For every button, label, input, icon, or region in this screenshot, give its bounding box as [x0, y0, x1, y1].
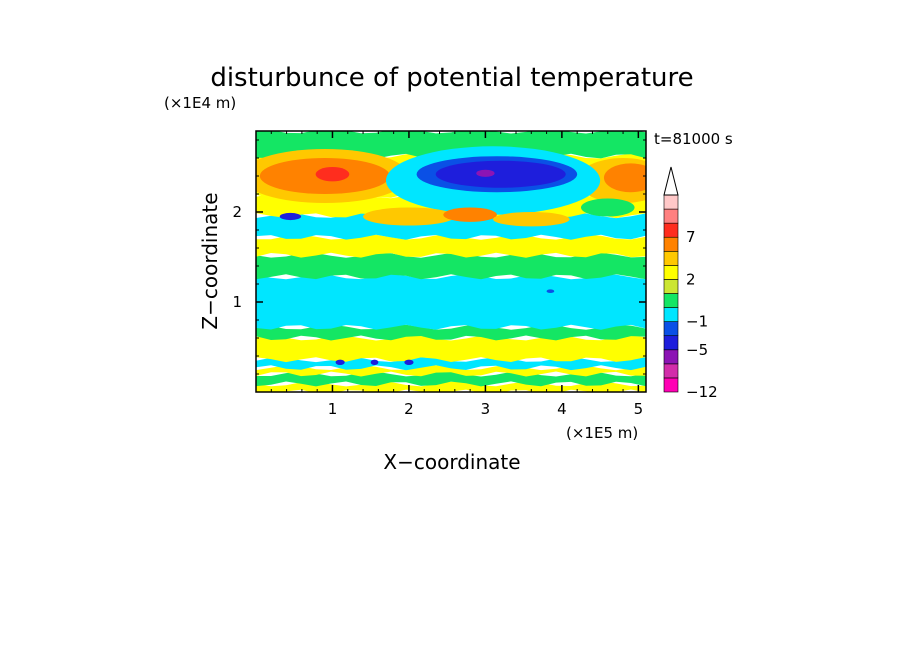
colorbar-label: 7: [686, 228, 696, 246]
contour-band: [256, 357, 646, 371]
contour-cell: [493, 212, 570, 227]
chart-title: disturbunce of potential temperature: [210, 63, 693, 93]
colorbar-box: [663, 363, 679, 379]
colorbar-box: [663, 222, 679, 238]
colorbar-box: [663, 377, 679, 393]
time-label: t=81000 s: [654, 130, 733, 148]
colorbar-box: [663, 265, 679, 280]
x-tick-label: 2: [404, 400, 414, 418]
colorbar-box: [663, 208, 679, 224]
x-tick-label: 1: [328, 400, 338, 418]
contour-cell: [581, 198, 635, 217]
colorbar-box: [663, 236, 679, 252]
y-axis-ticks: 12: [232, 139, 646, 375]
x-axis-ticks: 1 2 3 4 5: [270, 131, 644, 418]
contour-band: [256, 335, 646, 363]
contour-cell: [404, 359, 414, 365]
contour-cell: [603, 163, 646, 193]
colorbar-box: [663, 335, 679, 351]
plot-frame: [255, 130, 647, 393]
contour-cell: [315, 167, 350, 182]
x-axis-label: X−coordinate: [383, 450, 520, 474]
contour-field: [256, 131, 646, 392]
contour-band: [256, 324, 646, 341]
contour-band: [256, 371, 646, 387]
colorbar-box: [663, 307, 679, 322]
y-unit-label: (×1E4 m): [164, 94, 236, 112]
contour-cell: [443, 207, 497, 222]
contour-cell: [279, 212, 302, 221]
y-tick-label: 2: [232, 203, 242, 221]
contour-band: [256, 274, 646, 330]
y-axis-label: Z−coordinate: [198, 192, 222, 329]
contour-cell: [546, 289, 555, 294]
contour-band: [256, 252, 646, 280]
colorbar-box: [663, 349, 679, 365]
colorbar-extend-arrow: [663, 166, 679, 196]
colorbar-label: −12: [686, 383, 718, 401]
colorbar-label: 2: [686, 270, 696, 288]
x-unit-label: (×1E5 m): [566, 424, 638, 442]
x-tick-label: 3: [481, 400, 491, 418]
contour-cell: [370, 359, 379, 365]
colorbar-label: −1: [686, 313, 708, 331]
colorbar: −12−5−127: [663, 166, 718, 401]
colorbar-box: [663, 279, 679, 294]
contour-cell: [476, 169, 495, 177]
contour-cell: [363, 207, 455, 226]
y-tick-label: 1: [232, 293, 242, 311]
colorbar-box: [663, 321, 679, 337]
colorbar-label: −5: [686, 341, 708, 359]
contour-band: [256, 381, 646, 392]
x-tick-label: 5: [634, 400, 644, 418]
colorbar-box: [663, 250, 679, 266]
x-tick-label: 4: [557, 400, 567, 418]
colorbar-box: [663, 194, 679, 210]
contour-band: [256, 234, 646, 258]
contour-cell: [335, 359, 345, 365]
colorbar-box: [663, 293, 679, 308]
contour-cell: [435, 160, 566, 188]
